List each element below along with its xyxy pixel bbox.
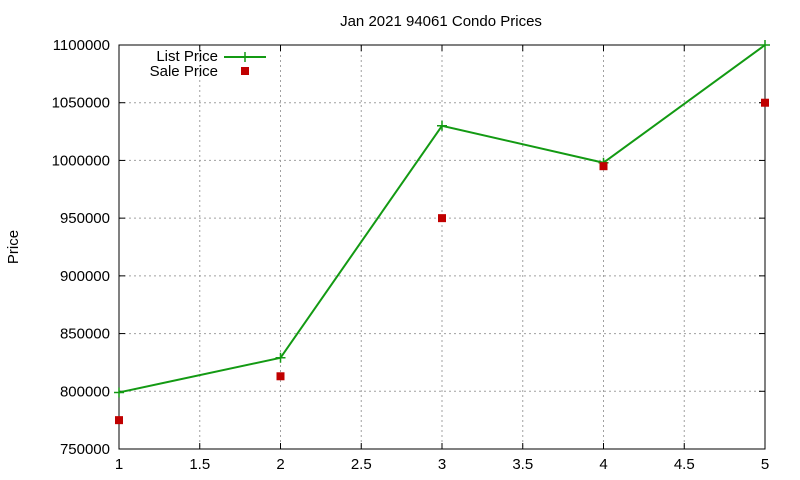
legend-label-list-price: List Price xyxy=(156,48,218,65)
sale-price-point xyxy=(438,214,446,223)
legend-marker-sale-price xyxy=(241,67,249,75)
list-price-point xyxy=(114,387,124,398)
list-price-point xyxy=(275,352,286,363)
x-tick-label: 5 xyxy=(761,456,769,473)
y-tick-label: 750000 xyxy=(60,441,110,458)
y-tick-label: 900000 xyxy=(60,268,110,285)
x-tick-label: 3 xyxy=(438,456,446,473)
x-tick-label: 3.5 xyxy=(512,456,533,473)
y-tick-label: 800000 xyxy=(60,383,110,400)
x-tick-label: 4 xyxy=(599,456,607,473)
legend-label-sale-price: Sale Price xyxy=(150,63,218,80)
y-tick-label: 850000 xyxy=(60,326,110,343)
list-price-point xyxy=(437,120,447,131)
list-price-point xyxy=(760,40,770,50)
sale-price-point xyxy=(115,416,123,425)
y-tick-label: 1000000 xyxy=(52,152,110,169)
grid-lines xyxy=(118,44,766,450)
sale-price-point xyxy=(761,98,769,107)
data-series xyxy=(114,40,770,425)
y-tick-labels: 750000 800000 850000 900000 950000 1000000 105… xyxy=(52,37,110,458)
legend: List Price Sale Price xyxy=(150,48,266,80)
x-tick-label: 1 xyxy=(115,456,123,473)
sale-price-point xyxy=(599,162,608,171)
y-tick-label: 1100000 xyxy=(53,37,110,54)
chart-title: Jan 2021 94061 Condo Prices xyxy=(340,13,542,30)
x-tick-label: 1.5 xyxy=(189,456,210,473)
x-tick-label: 4.5 xyxy=(674,456,695,473)
x-tick-labels: 1 1.5 2 2.5 3 3.5 4 4.5 5 xyxy=(115,456,769,473)
y-axis-label: Price xyxy=(5,230,22,264)
x-tick-label: 2.5 xyxy=(351,456,372,473)
y-tick-label: 950000 xyxy=(60,210,110,227)
y-tick-label: 1050000 xyxy=(52,95,110,112)
x-tick-label: 2 xyxy=(276,456,284,473)
legend-marker-list-price xyxy=(240,52,250,62)
sale-price-point xyxy=(276,372,285,381)
